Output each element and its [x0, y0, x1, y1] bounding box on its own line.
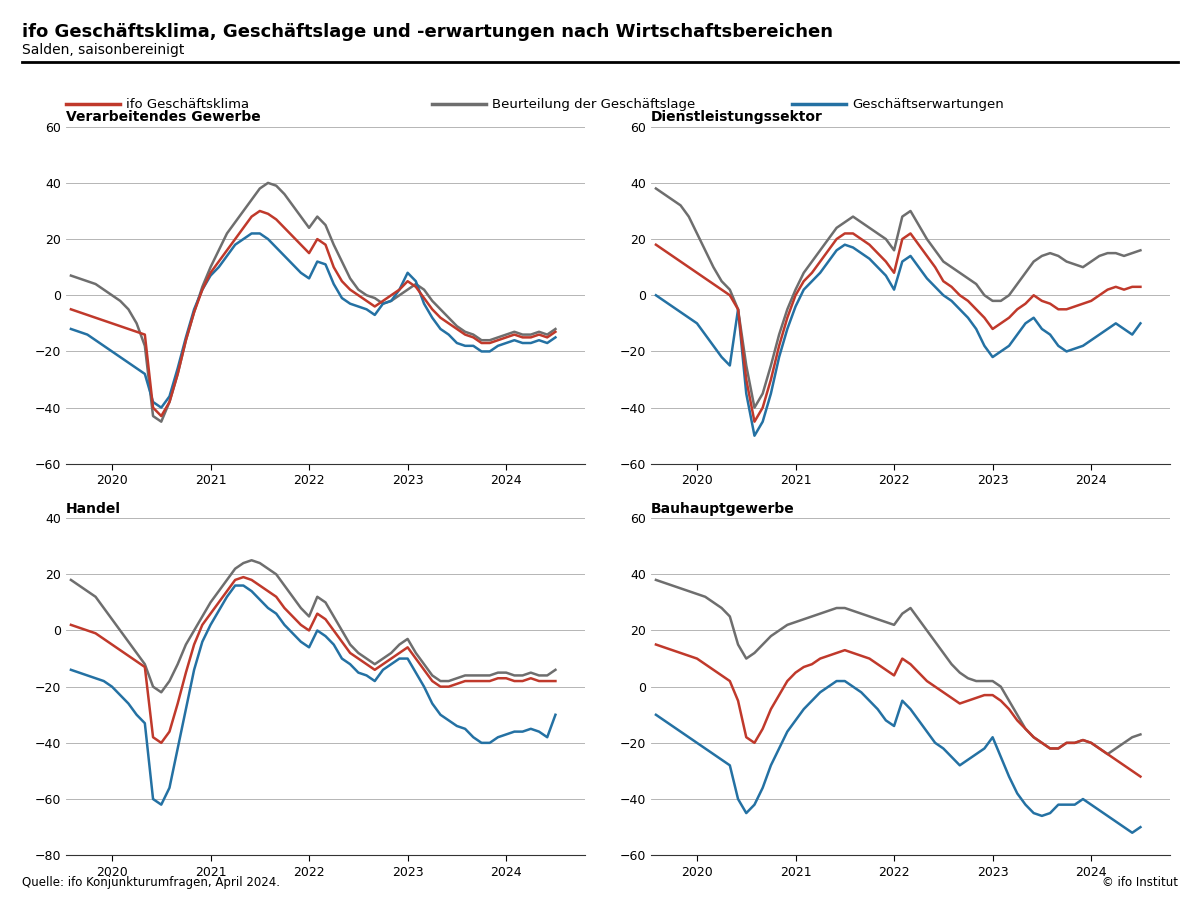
- Text: © ifo Institut: © ifo Institut: [1103, 876, 1178, 889]
- Text: Handel: Handel: [66, 501, 121, 516]
- Text: Salden, saisonbereinigt: Salden, saisonbereinigt: [22, 43, 184, 57]
- Text: Beurteilung der Geschäftslage: Beurteilung der Geschäftslage: [492, 98, 695, 110]
- Text: Quelle: ifo Konjunkturumfragen, April 2024.: Quelle: ifo Konjunkturumfragen, April 20…: [22, 876, 280, 889]
- Text: Dienstleistungssektor: Dienstleistungssektor: [650, 110, 823, 124]
- Text: Verarbeitendes Gewerbe: Verarbeitendes Gewerbe: [66, 110, 260, 124]
- Text: Bauhauptgewerbe: Bauhauptgewerbe: [650, 501, 794, 516]
- Text: Geschäftserwartungen: Geschäftserwartungen: [852, 98, 1003, 110]
- Text: ifo Geschäftsklima: ifo Geschäftsklima: [126, 98, 250, 110]
- Text: ifo Geschäftsklima, Geschäftslage und -erwartungen nach Wirtschaftsbereichen: ifo Geschäftsklima, Geschäftslage und -e…: [22, 23, 833, 41]
